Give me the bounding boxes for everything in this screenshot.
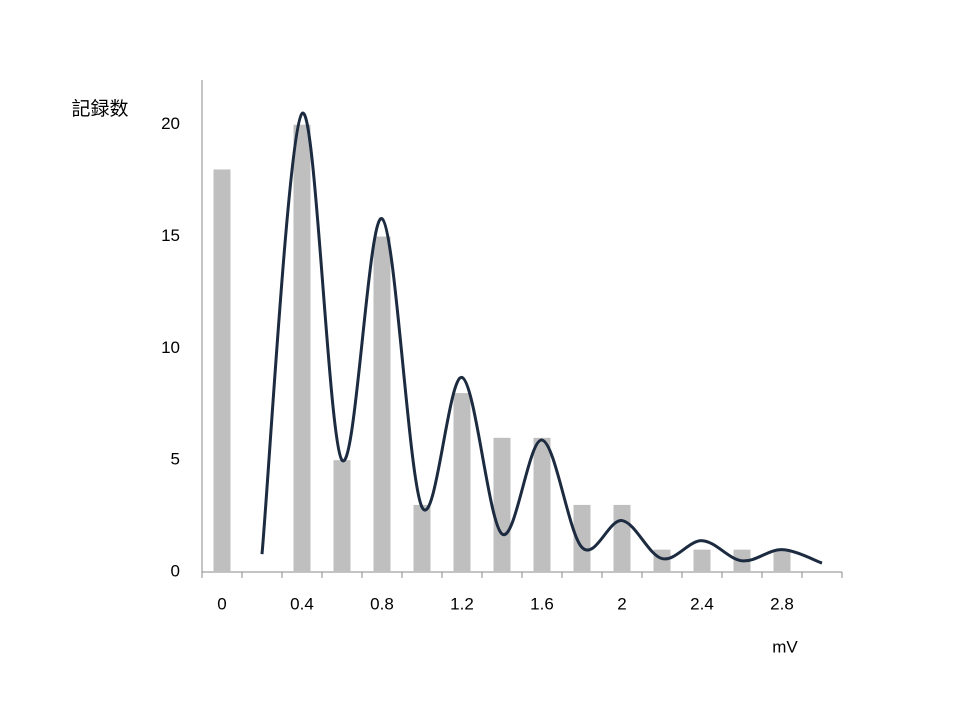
y-tick-label: 0 [171, 561, 180, 580]
x-tick-label: 2.8 [770, 594, 794, 613]
bar [533, 437, 551, 572]
bar [693, 549, 711, 572]
bar [613, 504, 631, 572]
bar [653, 549, 671, 572]
x-tick-label: 0 [217, 594, 226, 613]
bar [773, 549, 791, 572]
bar [453, 393, 471, 572]
bar [413, 504, 431, 572]
bar [573, 504, 591, 572]
bar [293, 124, 311, 573]
y-tick-label: 15 [161, 226, 180, 245]
y-axis-title: 記録数 [71, 98, 128, 120]
line [260, 111, 823, 565]
bar [333, 460, 351, 572]
x-tick-label: 1.6 [530, 594, 554, 613]
x-tick-label: 1.2 [450, 594, 474, 613]
x-tick-label: 2.4 [690, 594, 714, 613]
x-axis-title: mV [772, 637, 798, 656]
bar [373, 236, 391, 572]
y-tick-label: 5 [171, 450, 180, 469]
x-tick-label: 2 [617, 594, 626, 613]
bar [493, 437, 511, 572]
bar [213, 169, 231, 573]
x-tick-label: 0.4 [290, 594, 314, 613]
y-tick-label: 10 [161, 338, 180, 357]
x-tick-label: 0.8 [370, 594, 394, 613]
y-tick-label: 20 [161, 114, 180, 133]
